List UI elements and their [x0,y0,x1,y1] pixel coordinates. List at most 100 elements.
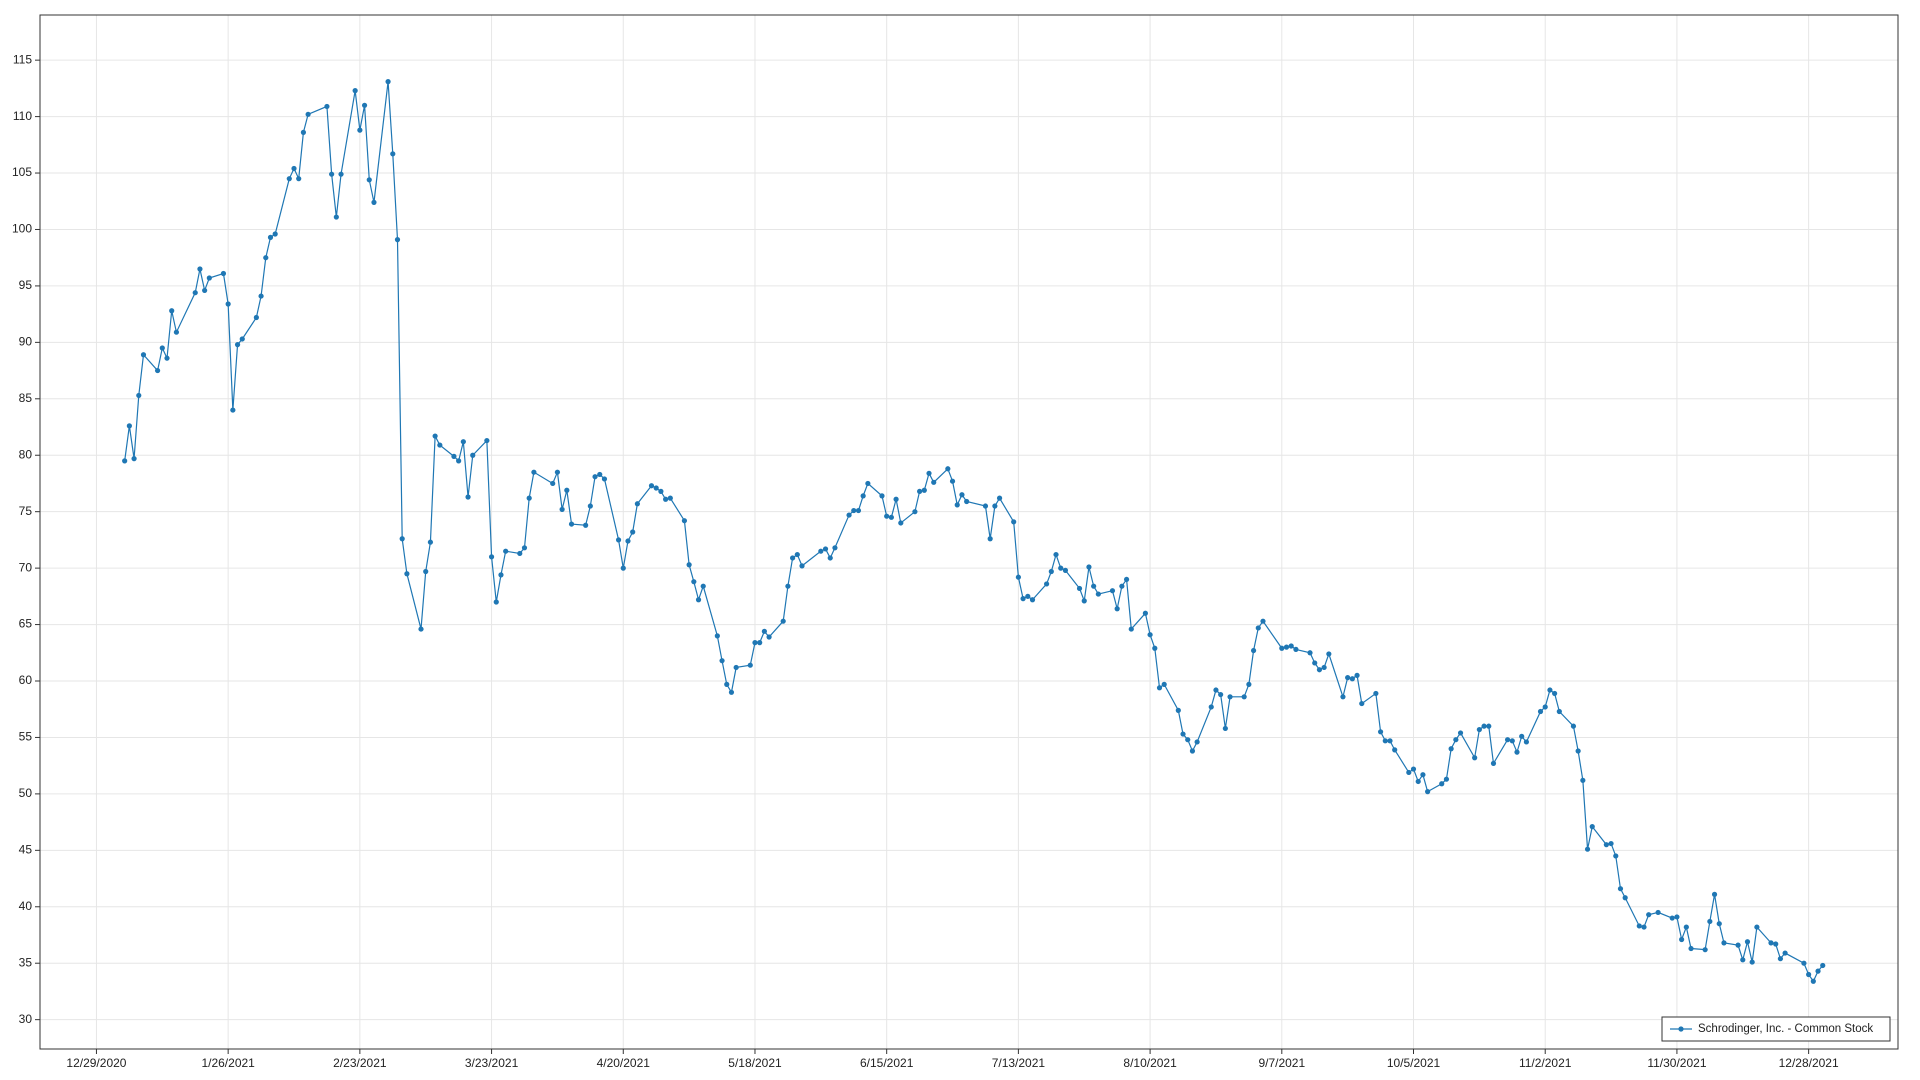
data-point [752,640,758,646]
data-point [1180,731,1186,737]
y-tick-label: 65 [19,617,33,631]
data-point [1782,950,1788,956]
data-point [1603,842,1609,848]
data-point [634,501,640,507]
data-point [1081,598,1087,604]
data-point [253,314,259,321]
y-tick-label: 90 [19,335,33,349]
data-point [1537,708,1544,715]
data-point [587,503,593,509]
data-point [423,568,429,575]
data-point [1575,748,1581,754]
data-point [827,555,833,561]
data-point [917,488,923,494]
data-point [1161,681,1167,687]
y-tick-label: 110 [13,109,32,123]
data-point [357,127,363,133]
data-point [399,536,405,542]
data-point [291,165,297,172]
x-tick-label: 6/15/2021 [860,1056,914,1070]
data-point [1175,707,1181,713]
data-point [1053,551,1059,558]
data-point [169,308,175,314]
data-point [1246,681,1252,687]
y-tick-label: 55 [19,730,33,744]
data-point [234,342,241,348]
data-point [1420,772,1426,778]
data-point [747,662,753,668]
data-point [418,626,424,632]
x-tick-label: 11/2/2021 [1519,1056,1572,1070]
data-point [517,550,523,557]
data-point [390,151,396,157]
data-point [592,474,598,480]
data-point [521,545,528,551]
data-point [1119,583,1125,589]
data-point [1641,924,1647,930]
data-point [1735,942,1741,948]
data-point [794,551,800,558]
x-tick-label: 12/28/2021 [1779,1056,1839,1070]
data-point [691,579,697,585]
data-point [385,79,391,85]
data-point [1185,737,1191,743]
data-point [898,520,904,526]
data-point [954,502,960,508]
x-tick-label: 4/20/2021 [597,1056,651,1070]
data-point [1655,909,1661,916]
data-point [394,237,401,243]
data-point [258,293,264,299]
data-point [493,599,499,605]
data-point [1326,651,1332,657]
data-point [686,562,692,568]
data-point [1702,947,1708,953]
x-tick-label: 7/13/2021 [992,1056,1046,1070]
data-point [1570,723,1577,729]
data-point [1453,737,1459,743]
data-point [1457,730,1464,736]
data-point [1156,685,1163,691]
data-point [1617,886,1624,892]
data-point [818,548,824,554]
data-point [1711,891,1718,897]
data-point [1523,739,1529,745]
data-point [460,439,466,445]
data-point [1584,846,1591,852]
data-point [371,199,377,205]
data-point [300,129,307,135]
x-tick-label: 9/7/2021 [1258,1056,1305,1070]
data-point [559,506,565,513]
x-tick-label: 3/23/2021 [465,1056,519,1070]
data-point [1109,588,1116,594]
data-point [1476,726,1482,733]
data-point [1490,760,1497,767]
data-point [1740,957,1746,963]
y-tick-label: 30 [19,1012,33,1026]
data-point [1293,646,1299,652]
x-tick-label: 11/30/2021 [1647,1056,1706,1070]
data-point [620,565,626,571]
data-point [625,538,631,544]
data-point [1377,729,1384,735]
data-point [1114,606,1120,612]
data-point [1754,924,1760,930]
data-point [1349,676,1355,682]
data-point [884,513,890,519]
data-point [931,479,937,485]
x-tick-label: 1/26/2021 [201,1056,255,1070]
data-point [531,469,537,475]
data-point [173,329,180,335]
data-point [663,496,669,502]
data-point [1227,694,1233,700]
data-point [1472,755,1478,761]
data-point [1504,737,1511,743]
legend-label: Schrodinger, Inc. - Common Stock [1698,1023,1873,1035]
data-point [888,514,894,520]
data-point [1048,568,1054,575]
data-point [992,503,998,509]
y-tick-label: 50 [19,786,33,800]
data-point [329,171,335,177]
data-point [154,367,161,374]
data-point [790,555,796,561]
y-tick-label: 95 [19,278,33,292]
